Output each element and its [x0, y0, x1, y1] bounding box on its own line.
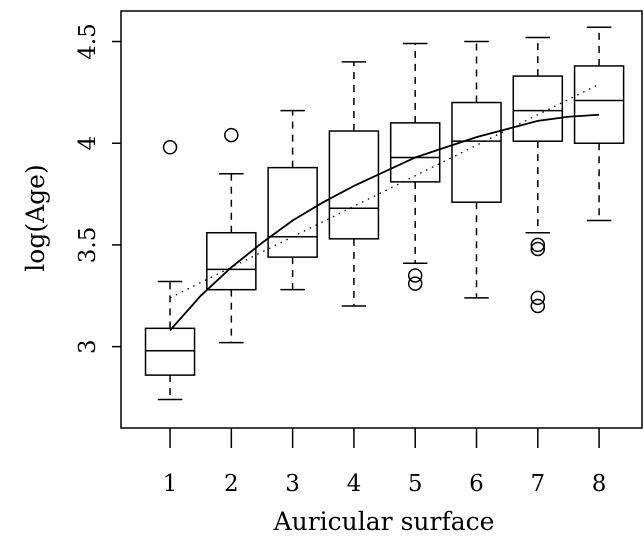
outlier-point	[407, 276, 423, 291]
outlier-point	[530, 290, 546, 306]
box-group-8	[573, 26, 625, 222]
box-group-7	[512, 36, 564, 314]
box	[144, 327, 196, 376]
dotted-trend-line	[169, 83, 600, 299]
outlier-point	[162, 140, 178, 155]
box-group-4	[328, 61, 380, 307]
fitted-curve	[169, 113, 600, 331]
x-tick-label: 6	[469, 471, 484, 497]
x-tick-label: 1	[163, 471, 178, 497]
box	[389, 122, 441, 183]
box-group-2	[206, 127, 257, 344]
x-tick-label: 7	[530, 471, 545, 497]
outlier-point	[530, 241, 546, 257]
y-tick-label: 3.5	[75, 227, 101, 264]
outlier-point	[407, 268, 423, 283]
box-group-3	[267, 109, 318, 291]
box-group-1	[144, 140, 196, 401]
x-tick-label: 5	[408, 471, 423, 497]
outlier-point	[530, 237, 546, 253]
box	[267, 166, 318, 258]
box-group-6	[451, 40, 502, 299]
box	[206, 231, 257, 291]
x-tick-label: 8	[592, 471, 607, 497]
outlier-point	[530, 298, 546, 314]
y-tick-label: 3	[75, 339, 101, 354]
y-axis-label: log(Age)	[21, 164, 50, 271]
plot-frame	[120, 10, 643, 429]
y-tick-label: 4.5	[75, 23, 101, 60]
x-tick-label: 2	[224, 471, 239, 497]
outlier-point	[224, 127, 239, 143]
x-axis-label: Auricular surface	[273, 507, 495, 536]
x-tick-label: 3	[285, 471, 300, 497]
box	[328, 130, 380, 240]
box	[573, 65, 625, 144]
box	[512, 75, 564, 142]
box	[451, 101, 502, 203]
y-tick-label: 4	[75, 136, 101, 151]
box-group-5	[389, 42, 441, 291]
x-tick-label: 4	[347, 471, 362, 497]
